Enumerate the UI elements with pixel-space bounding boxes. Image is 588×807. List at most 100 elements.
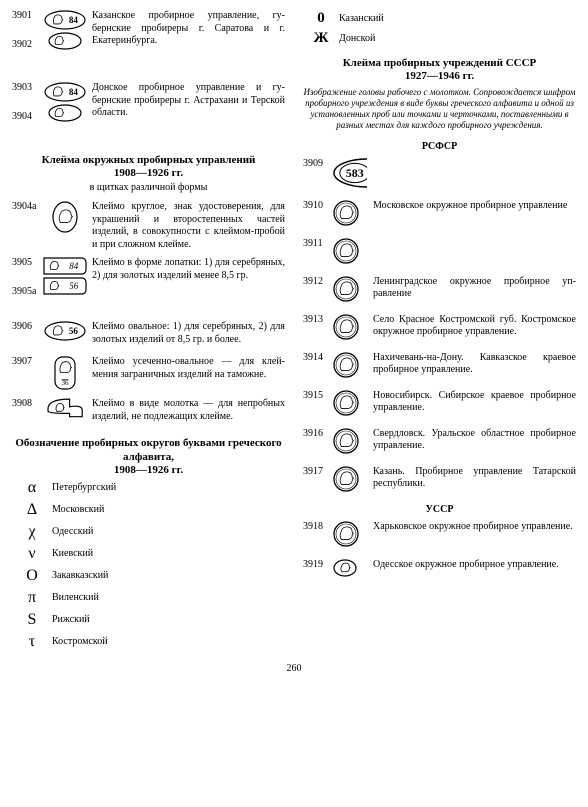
- main-title: Клейма пробирных учреждений СССР1927—194…: [303, 57, 576, 83]
- catalog-entry: 39053905а 84 56 Клеймо в форме лопатки: …: [12, 257, 285, 315]
- id-number: 3914: [303, 352, 333, 363]
- greek-letter: Δ: [12, 501, 52, 519]
- district-name: Костромской: [52, 636, 108, 647]
- entry-desc: Ленинградское окружное пробирное уп­равл…: [367, 276, 576, 301]
- district-name: Московский: [52, 504, 104, 515]
- hallmark-icon: [42, 398, 88, 422]
- id-number: 3915: [303, 390, 333, 401]
- hallmark-icon: 84: [42, 10, 88, 52]
- letter-row: τ Костромской: [12, 633, 285, 651]
- district-name: Киевский: [52, 548, 93, 559]
- page: 39013902 84 Казанское пробирное управлен…: [12, 10, 576, 655]
- section-title: Обозначение пробирных округов буквами гр…: [12, 437, 285, 477]
- district-name: Рижский: [52, 614, 90, 625]
- hallmark-icon: 84: [42, 82, 88, 124]
- catalog-entry: 3910 Московское окружное пробирное управ…: [303, 200, 576, 228]
- id-number: 3910: [303, 200, 333, 211]
- catalog-entry: 3917 Казань. Пробирное управление Татар­…: [303, 466, 576, 494]
- greek-letter: π: [12, 589, 52, 607]
- svg-text:84: 84: [69, 87, 79, 97]
- letter-row: α Петербургский: [12, 479, 285, 497]
- svg-text:56: 56: [69, 326, 79, 336]
- symbol-icon: 0: [303, 10, 339, 27]
- catalog-entry: 3919 Одесское окружное пробирное управле…: [303, 559, 576, 579]
- hallmark-icon: [333, 521, 367, 549]
- catalog-entry: 3904а Клеймо круглое, знак удостоверения…: [12, 201, 285, 251]
- id-numbers: 3904а: [12, 201, 42, 230]
- district-name: Петербургский: [52, 482, 116, 493]
- entry-desc: Клеймо усеченно-овальное — для клей­мени…: [88, 356, 285, 381]
- hallmark-icon: 56: [42, 321, 88, 343]
- catalog-entry: 3906 56 Клеймо овальное: 1) для серебрян…: [12, 321, 285, 350]
- section-title: Клейма окружных пробирных управлений1908…: [12, 154, 285, 180]
- catalog-entry: 3916 Свердловск. Уральское областное про…: [303, 428, 576, 456]
- hallmark-icon: 583: [333, 158, 367, 190]
- id-numbers: 39013902: [12, 10, 42, 68]
- entry-desc: Новосибирск. Сибирское краевое про­бирно…: [367, 390, 576, 415]
- district-name: Донской: [339, 33, 375, 44]
- catalog-entry: 3912 Ленинградское окружное пробирное уп…: [303, 276, 576, 304]
- id-numbers: 3906: [12, 321, 42, 350]
- letters-list: α Петербургский Δ Московский χ Одесский …: [12, 479, 285, 651]
- greek-letter: τ: [12, 633, 52, 651]
- hallmark-icon: [333, 428, 367, 456]
- letter-row: ν Киевский: [12, 545, 285, 563]
- greek-letter: χ: [12, 523, 52, 541]
- catalog-entry: 39033904 84 Донское пробирное управление…: [12, 82, 285, 140]
- entry-desc: Клеймо круглое, знак удостоверения, для …: [88, 201, 285, 251]
- id-numbers: 3908: [12, 398, 42, 427]
- catalog-entry: 39013902 84 Казанское пробирное управлен…: [12, 10, 285, 68]
- hallmark-icon: [42, 201, 88, 235]
- greek-letter: S: [12, 611, 52, 629]
- id-number: 3918: [303, 521, 333, 532]
- hallmark-icon: [333, 352, 367, 380]
- right-column: 0 Казанский Ж Донской Клейма пробирных у…: [303, 10, 576, 655]
- svg-text:583: 583: [346, 166, 364, 180]
- id-numbers: 39053905а: [12, 257, 42, 315]
- letter-row: π Виленский: [12, 589, 285, 607]
- hallmark-icon: 84 56: [42, 257, 88, 297]
- greek-letter: ν: [12, 545, 52, 563]
- id-number: 3911: [303, 238, 333, 249]
- hallmark-icon: 36: [42, 356, 88, 392]
- district-name: Закавказский: [52, 570, 108, 581]
- id-number: 3912: [303, 276, 333, 287]
- letter-row: Ж Донской: [303, 30, 576, 47]
- id-numbers: 39033904: [12, 82, 42, 140]
- entry-desc: Донское пробирное управление и гу­бернск…: [88, 82, 285, 120]
- svg-text:56: 56: [69, 281, 79, 291]
- group-heading: РСФСР: [303, 141, 576, 152]
- hallmark-icon: [333, 314, 367, 342]
- letter-row: Δ Московский: [12, 501, 285, 519]
- entry-desc: Московское окружное пробирное управ­лени…: [367, 200, 576, 213]
- catalog-entry: 3907 36 Клеймо усеченно-овальное — для к…: [12, 356, 285, 392]
- svg-text:36: 36: [62, 379, 70, 387]
- svg-text:84: 84: [69, 15, 79, 25]
- entry-desc: Казанское пробирное управление, гу­бернс…: [88, 10, 285, 48]
- entry-desc: Село Красное Костромской губ. Кост­ромск…: [367, 314, 576, 339]
- letter-row: Ο Закавказский: [12, 567, 285, 585]
- symbol-icon: Ж: [303, 30, 339, 47]
- district-name: Казанский: [339, 13, 384, 24]
- intro-text: Изображение головы рабочего с молотком. …: [303, 87, 576, 130]
- entry-desc: Харьковское окружное пробирное уп­равлен…: [367, 521, 576, 534]
- entry-desc: Казань. Пробирное управление Татар­ской …: [367, 466, 576, 491]
- catalog-entry: 3918 Харьковское окружное пробирное уп­р…: [303, 521, 576, 549]
- group-heading: УССР: [303, 504, 576, 515]
- catalog-entry: 3915 Новосибирск. Сибирское краевое про­…: [303, 390, 576, 418]
- entry-desc: Клеймо в виде молотка — для непро­бных и…: [88, 398, 285, 423]
- id-number: 3919: [303, 559, 333, 570]
- section-subtitle: в щитках различной формы: [12, 182, 285, 193]
- district-name: Одесский: [52, 526, 93, 537]
- entry-desc: Клеймо овальное: 1) для серебряных, 2) д…: [88, 321, 285, 346]
- id-number: 3913: [303, 314, 333, 325]
- catalog-entry: 3909 583: [303, 158, 576, 190]
- letter-row: 0 Казанский: [303, 10, 576, 27]
- letter-row: χ Одесский: [12, 523, 285, 541]
- hallmark-icon: [333, 466, 367, 494]
- page-number: 260: [12, 663, 576, 674]
- svg-text:84: 84: [69, 261, 79, 271]
- catalog-entry: 3913 Село Красное Костромской губ. Кост­…: [303, 314, 576, 342]
- id-number: 3916: [303, 428, 333, 439]
- hallmark-icon: [333, 390, 367, 418]
